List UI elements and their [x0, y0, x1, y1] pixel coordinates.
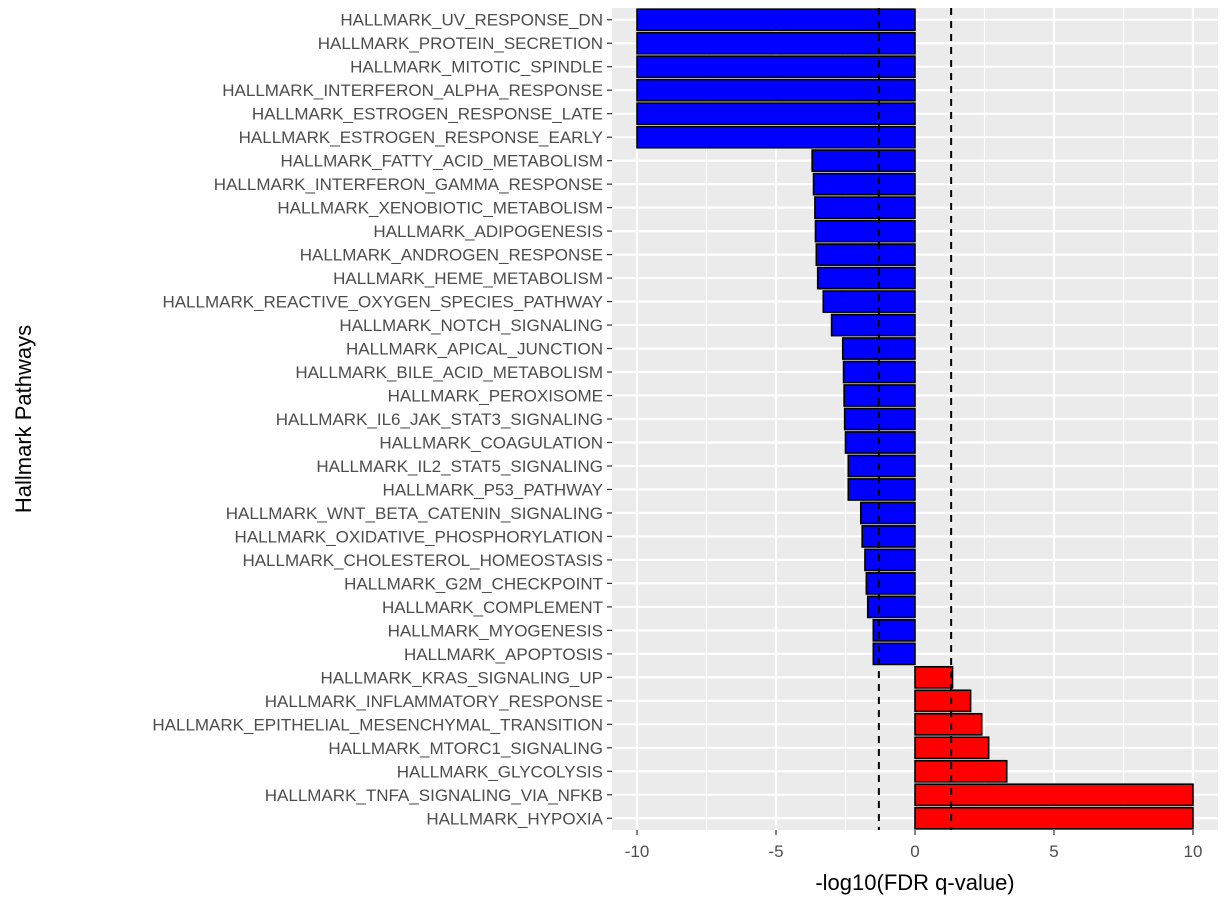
y-axis-title: Hallmark Pathways [11, 325, 36, 513]
bar-hallmark-notch-signaling [832, 314, 915, 335]
y-tick-label: HALLMARK_REACTIVE_OXYGEN_SPECIES_PATHWAY [162, 293, 603, 312]
bar-hallmark-mitotic-spindle [637, 56, 915, 77]
x-tick-label: -5 [768, 842, 783, 861]
y-tick-label: HALLMARK_IL2_STAT5_SIGNALING [316, 457, 603, 476]
y-tick-label: HALLMARK_OXIDATIVE_PHOSPHORYLATION [235, 527, 603, 546]
bar-hallmark-cholesterol-homeostasis [865, 549, 915, 570]
y-tick-label: HALLMARK_GLYCOLYSIS [397, 762, 603, 781]
y-tick-label: HALLMARK_P53_PATHWAY [383, 480, 603, 499]
bar-hallmark-protein-secretion [637, 33, 915, 54]
bar-hallmark-reactive-oxygen-species-pathway [823, 291, 915, 312]
bar-hallmark-epithelial-mesenchymal-transition [915, 714, 982, 735]
y-tick-label: HALLMARK_APICAL_JUNCTION [346, 340, 603, 359]
bar-hallmark-estrogen-response-late [637, 103, 915, 124]
y-tick-label: HALLMARK_INFLAMMATORY_RESPONSE [265, 692, 603, 711]
y-tick-label: HALLMARK_APOPTOSIS [404, 645, 603, 664]
y-tick-label: HALLMARK_HYPOXIA [426, 809, 603, 828]
bar-hallmark-il2-stat5-signaling [848, 455, 915, 476]
bar-hallmark-kras-signaling-up [915, 667, 953, 688]
y-tick-label: HALLMARK_NOTCH_SIGNALING [339, 316, 603, 335]
bar-hallmark-complement [868, 596, 915, 617]
y-tick-label: HALLMARK_EPITHELIAL_MESENCHYMAL_TRANSITI… [152, 715, 603, 734]
y-tick-label: HALLMARK_COMPLEMENT [382, 598, 603, 617]
y-tick-label: HALLMARK_IL6_JAK_STAT3_SIGNALING [276, 410, 603, 429]
bar-hallmark-interferon-gamma-response [814, 174, 915, 195]
bar-hallmark-inflammatory-response [915, 690, 971, 711]
bar-hallmark-estrogen-response-early [637, 127, 915, 148]
y-tick-label: HALLMARK_ESTROGEN_RESPONSE_LATE [252, 105, 603, 124]
bar-hallmark-androgen-response [816, 244, 915, 265]
y-tick-label: HALLMARK_WNT_BETA_CATENIN_SIGNALING [226, 504, 603, 523]
bar-hallmark-wnt-beta-catenin-signaling [861, 502, 915, 523]
y-tick-label: HALLMARK_ADIPOGENESIS [373, 222, 603, 241]
bar-hallmark-uv-response-dn [637, 9, 915, 30]
bar-hallmark-hypoxia [915, 808, 1193, 829]
bar-hallmark-interferon-alpha-response [637, 80, 915, 101]
x-axis-title: -log10(FDR q-value) [815, 870, 1014, 895]
x-tick-label: 10 [1184, 842, 1203, 861]
y-tick-label: HALLMARK_UV_RESPONSE_DN [340, 11, 603, 30]
bar-hallmark-glycolysis [915, 761, 1007, 782]
x-tick-label: 0 [910, 842, 919, 861]
y-tick-label: HALLMARK_MITOTIC_SPINDLE [350, 58, 603, 77]
y-tick-label: HALLMARK_XENOBIOTIC_METABOLISM [277, 199, 603, 218]
bar-hallmark-oxidative-phosphorylation [862, 526, 915, 547]
y-tick-label: HALLMARK_PROTEIN_SECRETION [318, 34, 603, 53]
y-tick-label: HALLMARK_FATTY_ACID_METABOLISM [281, 152, 603, 171]
y-tick-label: HALLMARK_CHOLESTEROL_HOMEOSTASIS [242, 551, 603, 570]
x-tick-label: 5 [1049, 842, 1058, 861]
bar-hallmark-xenobiotic-metabolism [815, 197, 915, 218]
y-tick-label: HALLMARK_COAGULATION [379, 433, 603, 452]
bar-hallmark-adipogenesis [815, 221, 915, 242]
bar-hallmark-heme-metabolism [818, 268, 915, 289]
y-tick-label: HALLMARK_INTERFERON_ALPHA_RESPONSE [222, 81, 603, 100]
y-tick-label: HALLMARK_G2M_CHECKPOINT [344, 574, 603, 593]
y-tick-label: HALLMARK_ESTROGEN_RESPONSE_EARLY [239, 128, 603, 147]
y-tick-label: HALLMARK_TNFA_SIGNALING_VIA_NFKB [265, 786, 603, 805]
y-tick-label: HALLMARK_MYOGENESIS [388, 621, 603, 640]
bar-hallmark-tnfa-signaling-via-nfkb [915, 784, 1193, 805]
x-tick-label: -10 [625, 842, 650, 861]
bar-hallmark-g2m-checkpoint [866, 573, 915, 594]
bar-hallmark-p53-pathway [848, 479, 915, 500]
y-axis-ticks: HALLMARK_UV_RESPONSE_DN HALLMARK_PROTEIN_… [152, 11, 612, 829]
y-tick-label: HALLMARK_HEME_METABOLISM [333, 269, 603, 288]
bar-hallmark-fatty-acid-metabolism [812, 150, 915, 171]
x-axis-ticks: -10 -5 0 5 10 [625, 830, 1203, 861]
y-tick-label: HALLMARK_MTORC1_SIGNALING [328, 739, 603, 758]
y-tick-label: HALLMARK_BILE_ACID_METABOLISM [295, 363, 603, 382]
y-tick-label: HALLMARK_INTERFERON_GAMMA_RESPONSE [214, 175, 603, 194]
y-tick-label: HALLMARK_KRAS_SIGNALING_UP [321, 668, 604, 687]
bar-hallmark-coagulation [846, 432, 915, 453]
y-tick-label: HALLMARK_ANDROGEN_RESPONSE [300, 246, 603, 265]
y-tick-label: HALLMARK_PEROXISOME [388, 387, 603, 406]
